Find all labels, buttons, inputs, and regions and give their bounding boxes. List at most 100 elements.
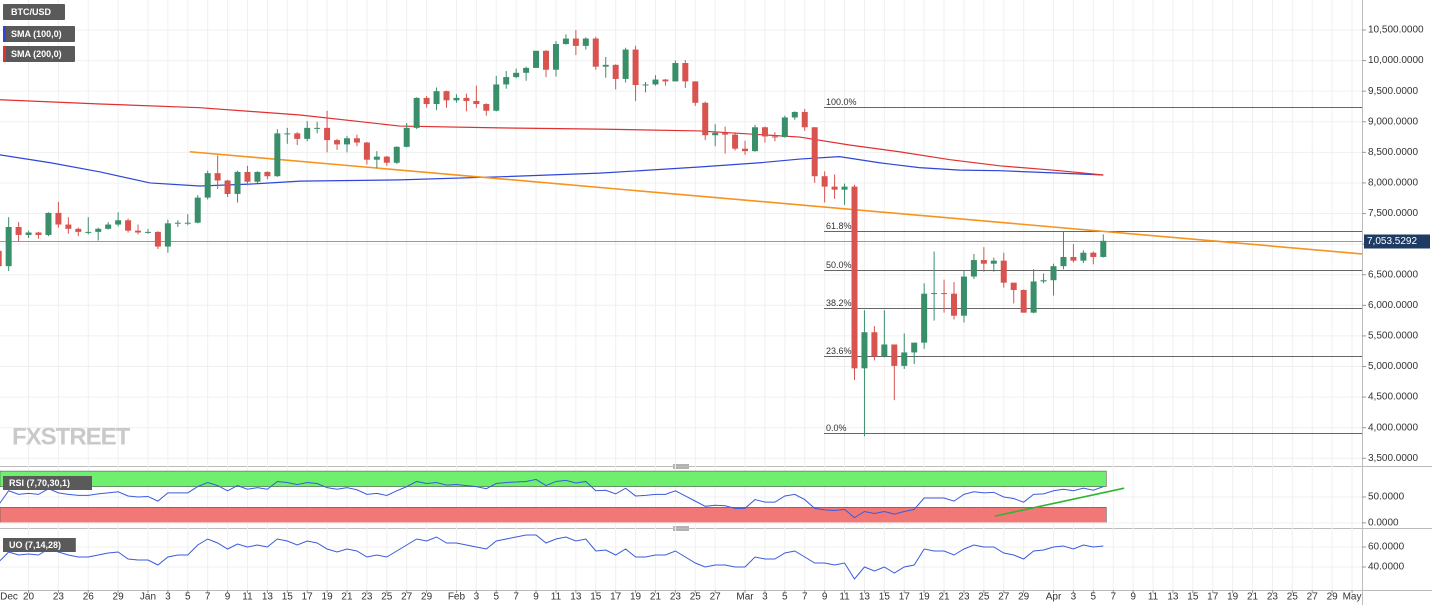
- candle-body: [771, 136, 778, 138]
- x-tick-label: Mar: [736, 592, 754, 603]
- candle-body: [125, 220, 132, 231]
- candle-body: [851, 186, 858, 369]
- last-price-label: 7,053.5292: [1367, 236, 1417, 247]
- labels: Dec 20 23 26 29 Jan 3 5 7 9 11 13 15 17 19 21 23 25 27 29 Fe…: [0, 4, 1430, 603]
- y-tick-label: 60.0000: [1368, 542, 1405, 553]
- x-tick-label: 25: [381, 592, 393, 603]
- candle-body: [184, 222, 191, 224]
- candle-body: [453, 97, 460, 101]
- sma-line: [0, 154, 1104, 187]
- candle-body: [264, 171, 271, 177]
- x-tick-label: Feb: [448, 592, 466, 603]
- y-tick-label: 10,500.0000: [1368, 25, 1424, 36]
- x-tick-label: 17: [1207, 592, 1219, 603]
- indicator-line: [0, 478, 1104, 519]
- candle-body: [811, 127, 818, 177]
- x-tick-label: 21: [938, 592, 950, 603]
- candle-body: [672, 63, 679, 82]
- fib-level-label: 38.2%: [826, 298, 852, 308]
- y-tick-label: 5,500.0000: [1368, 331, 1418, 342]
- x-tick-label: Apr: [1046, 592, 1062, 603]
- x-tick-label: 21: [1247, 592, 1259, 603]
- indicator-label: UO (7,14,28): [9, 540, 61, 550]
- candle-body: [0, 250, 2, 267]
- candle-body: [383, 156, 390, 163]
- x-tick-label: 25: [690, 592, 702, 603]
- candle-body: [194, 197, 201, 223]
- x-tick-label: 23: [958, 592, 970, 603]
- candle-body: [960, 276, 967, 316]
- trendline: [189, 150, 1362, 255]
- x-tick-label: 11: [242, 592, 253, 603]
- y-tick-label: 4,500.0000: [1368, 392, 1418, 403]
- candle-body: [154, 231, 161, 247]
- candle-body: [294, 133, 301, 139]
- candle-body: [95, 228, 102, 232]
- candle-body: [533, 50, 540, 68]
- watermark: FXSTREET: [12, 423, 131, 450]
- candle-body: [1060, 256, 1067, 267]
- candle-body: [224, 180, 231, 194]
- candle-body: [791, 111, 798, 118]
- x-tick-label: 27: [998, 592, 1010, 603]
- candle-body: [254, 171, 261, 182]
- candle-body: [552, 44, 559, 70]
- x-tick-label: 11: [551, 592, 562, 603]
- candle-body: [732, 134, 739, 149]
- sma-line: [0, 99, 1104, 176]
- x-tick-label: Jan: [140, 592, 156, 603]
- candle-body: [244, 171, 251, 182]
- candle-body: [951, 293, 958, 316]
- legend-entry-box: [3, 46, 75, 62]
- candle-body: [831, 186, 838, 190]
- y-tick-label: 3,500.0000: [1368, 453, 1418, 464]
- y-tick-label: 6,000.0000: [1368, 300, 1418, 311]
- candle-body: [543, 50, 550, 70]
- x-tick-label: 23: [53, 592, 65, 603]
- candle-body: [970, 260, 977, 277]
- candle-body: [1090, 252, 1097, 257]
- candle-body: [65, 224, 72, 229]
- candle-body: [980, 260, 987, 264]
- x-tick-label: 3: [762, 592, 768, 603]
- candle-body: [622, 49, 629, 79]
- candle-body: [911, 342, 918, 353]
- x-tick-label: 29: [1018, 592, 1030, 603]
- candle-body: [463, 97, 470, 101]
- y-tick-label: 50.0000: [1368, 492, 1405, 503]
- legend-entry-box: [3, 26, 75, 42]
- candle-body: [1020, 290, 1027, 313]
- candle-body: [921, 293, 928, 343]
- candle-body: [821, 176, 828, 187]
- candle-body: [801, 111, 808, 128]
- y-tick-label: 9,000.0000: [1368, 116, 1418, 127]
- x-tick-label: 3: [165, 592, 171, 603]
- x-tick-label: 7: [205, 592, 211, 603]
- candle-body: [562, 38, 569, 45]
- candle-body: [343, 138, 350, 145]
- candle-body: [592, 38, 599, 67]
- x-tick-label: 27: [710, 592, 722, 603]
- x-tick-label: 7: [802, 592, 808, 603]
- candle-body: [1100, 240, 1107, 257]
- x-tick-label: 11: [839, 592, 850, 603]
- x-tick-label: 21: [650, 592, 662, 603]
- y-tick-label: 5,000.0000: [1368, 361, 1418, 372]
- x-tick-label: 13: [1167, 592, 1179, 603]
- candle-body: [373, 156, 380, 160]
- x-tick-label: 13: [570, 592, 582, 603]
- candle-body: [393, 146, 400, 163]
- symbol-label-box: [3, 4, 65, 20]
- y-tick-label: 8,500.0000: [1368, 147, 1418, 158]
- candle-body: [722, 132, 729, 135]
- candle-body: [1040, 280, 1047, 282]
- candle-body: [174, 222, 181, 224]
- candle-body: [1010, 282, 1017, 291]
- x-tick-label: 9: [225, 592, 231, 603]
- candle-body: [35, 232, 42, 235]
- legend-entry-swatch: [3, 26, 6, 42]
- candle-body: [433, 91, 440, 105]
- x-tick-label: 23: [1267, 592, 1279, 603]
- candle-body: [941, 293, 948, 295]
- x-tick-label: 23: [670, 592, 682, 603]
